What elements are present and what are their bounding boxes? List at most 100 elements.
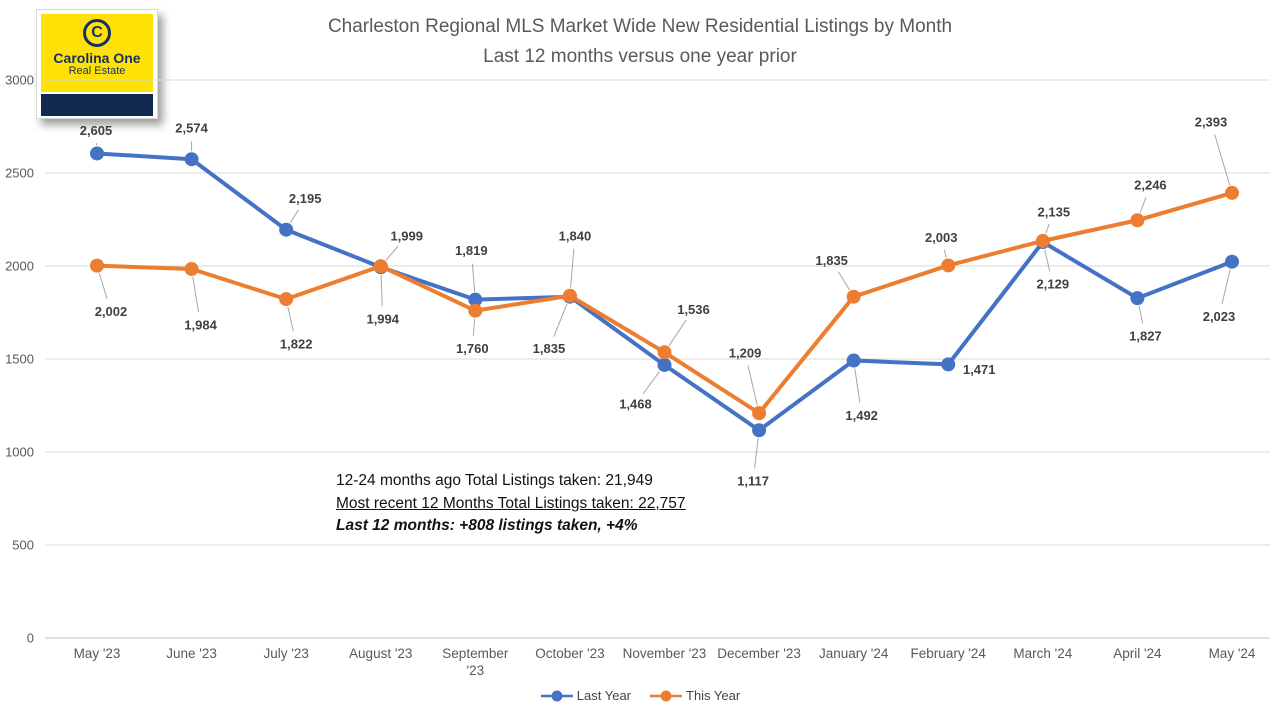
logo-monogram: C [91, 24, 103, 41]
data-point-last-year [279, 222, 294, 237]
chart-title-line1: Charleston Regional MLS Market Wide New … [327, 16, 953, 37]
data-point-this-year [562, 288, 577, 303]
label-leader-line [472, 318, 476, 336]
circled-c-monogram-icon: C [83, 19, 111, 47]
data-point-this-year [657, 345, 672, 360]
data-point-this-year [846, 289, 861, 304]
data-point-last-year [846, 353, 861, 368]
data-label-last-year: 1,117 [737, 474, 769, 489]
label-leader-line [385, 245, 399, 261]
chart-title: Charleston Regional MLS Market Wide New … [0, 12, 1280, 72]
data-point-last-year [752, 423, 767, 438]
data-label-last-year: 1,835 [533, 341, 566, 356]
data-label-last-year: 2,023 [1203, 309, 1236, 324]
label-leader-line [754, 438, 759, 469]
annotation-delta: Last 12 months: +808 listings taken, +4% [336, 517, 638, 534]
data-label-this-year: 1,536 [677, 302, 710, 317]
y-tick-label: 500 [12, 538, 34, 553]
data-point-last-year [657, 357, 672, 372]
annotation-prior-total: 12-24 months ago Total Listings taken: 2… [336, 472, 653, 489]
x-tick-label: October '23 [535, 646, 604, 661]
x-tick-label: April '24 [1113, 646, 1162, 661]
carolina-one-logo: C Carolina One Real Estate [36, 9, 158, 119]
data-point-this-year [184, 261, 199, 276]
y-tick-label: 1500 [5, 352, 34, 367]
x-tick-label: March '24 [1013, 646, 1072, 661]
label-leader-line [192, 276, 200, 313]
logo-sub-name: Real Estate [68, 65, 126, 77]
label-leader-line [642, 371, 661, 394]
x-tick-label: May '23 [74, 646, 121, 661]
data-label-this-year: 2,135 [1038, 204, 1071, 219]
data-label-this-year: 2,393 [1195, 114, 1228, 129]
data-point-last-year [90, 146, 104, 161]
last-year-legend-marker-icon [540, 690, 573, 701]
x-tick-label: '23 [467, 663, 485, 678]
data-point-this-year [1224, 185, 1239, 200]
y-tick-label: 2500 [5, 166, 34, 181]
data-label-last-year: 2,574 [175, 121, 208, 136]
legend-item-last-year: Last Year [540, 688, 631, 703]
x-tick-label: January '24 [819, 646, 889, 661]
logo-navy-bar [41, 94, 153, 116]
label-leader-line [838, 271, 850, 291]
data-label-this-year: 2,246 [1134, 178, 1167, 193]
data-label-this-year: 1,984 [184, 317, 217, 332]
data-point-this-year [1035, 233, 1050, 248]
x-tick-label: December '23 [717, 646, 801, 661]
data-label-this-year: 1,840 [559, 228, 592, 243]
data-label-last-year: 1,492 [845, 408, 878, 423]
legend-item-this-year: This Year [649, 688, 740, 703]
label-leader-line [471, 263, 476, 292]
x-tick-label: November '23 [623, 646, 707, 661]
data-point-this-year [373, 259, 388, 274]
y-tick-label: 0 [27, 631, 34, 646]
series-line-this-year [96, 190, 1233, 416]
label-leader-line [1138, 305, 1144, 324]
x-tick-label: August '23 [349, 646, 412, 661]
label-leader-line [98, 273, 108, 300]
label-leader-line [1214, 134, 1231, 186]
label-leader-line [380, 275, 383, 307]
label-leader-line [943, 249, 947, 258]
data-label-this-year: 1,209 [729, 346, 762, 361]
data-label-last-year: 2,129 [1037, 277, 1070, 292]
data-point-last-year [1224, 254, 1239, 269]
label-leader-line [289, 209, 299, 224]
data-label-this-year: 1,835 [815, 253, 848, 268]
data-label-this-year: 1,760 [456, 341, 489, 356]
logo-brand-name: Carolina One [53, 50, 141, 66]
data-label-this-year: 2,002 [95, 304, 128, 319]
data-label-last-year: 1,827 [1129, 329, 1162, 344]
label-leader-line [287, 306, 294, 332]
data-label-this-year: 1,822 [280, 337, 313, 352]
data-point-this-year [941, 258, 956, 273]
data-point-last-year [1130, 291, 1145, 306]
label-leader-line [1044, 249, 1051, 272]
data-label-last-year: 2,195 [289, 191, 322, 206]
x-tick-label: July '23 [263, 646, 308, 661]
data-point-last-year [468, 292, 483, 307]
annotation-recent-total: Most recent 12 Months Total Listings tak… [336, 494, 686, 512]
data-label-last-year: 1,994 [366, 312, 399, 327]
data-label-last-year: 1,468 [619, 396, 652, 411]
data-point-this-year [468, 303, 483, 318]
legend-label-this-year: This Year [686, 688, 741, 703]
chart-title-line2: Last 12 months versus one year prior [483, 46, 797, 67]
data-label-last-year: 1,471 [963, 362, 996, 377]
data-point-last-year [941, 357, 956, 372]
y-tick-label: 3000 [5, 73, 34, 88]
data-label-last-year: 1,819 [455, 243, 488, 258]
chart-legend: Last Year This Year [0, 688, 1280, 703]
data-point-last-year [184, 152, 199, 167]
label-leader-line [668, 319, 687, 346]
data-point-this-year [279, 292, 294, 307]
x-tick-label: May '24 [1209, 646, 1256, 661]
x-tick-label: February '24 [911, 646, 987, 661]
label-leader-line [553, 303, 568, 337]
x-tick-label: June '23 [166, 646, 217, 661]
x-tick-label: September [442, 646, 509, 661]
label-leader-line [1139, 197, 1147, 213]
y-tick-label: 1000 [5, 445, 34, 460]
